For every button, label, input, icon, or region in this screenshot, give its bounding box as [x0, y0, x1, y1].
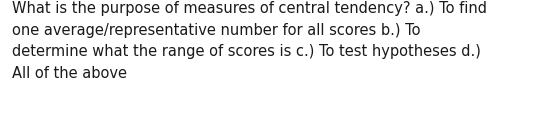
Text: What is the purpose of measures of central tendency? a.) To find
one average/rep: What is the purpose of measures of centr… [12, 1, 487, 81]
